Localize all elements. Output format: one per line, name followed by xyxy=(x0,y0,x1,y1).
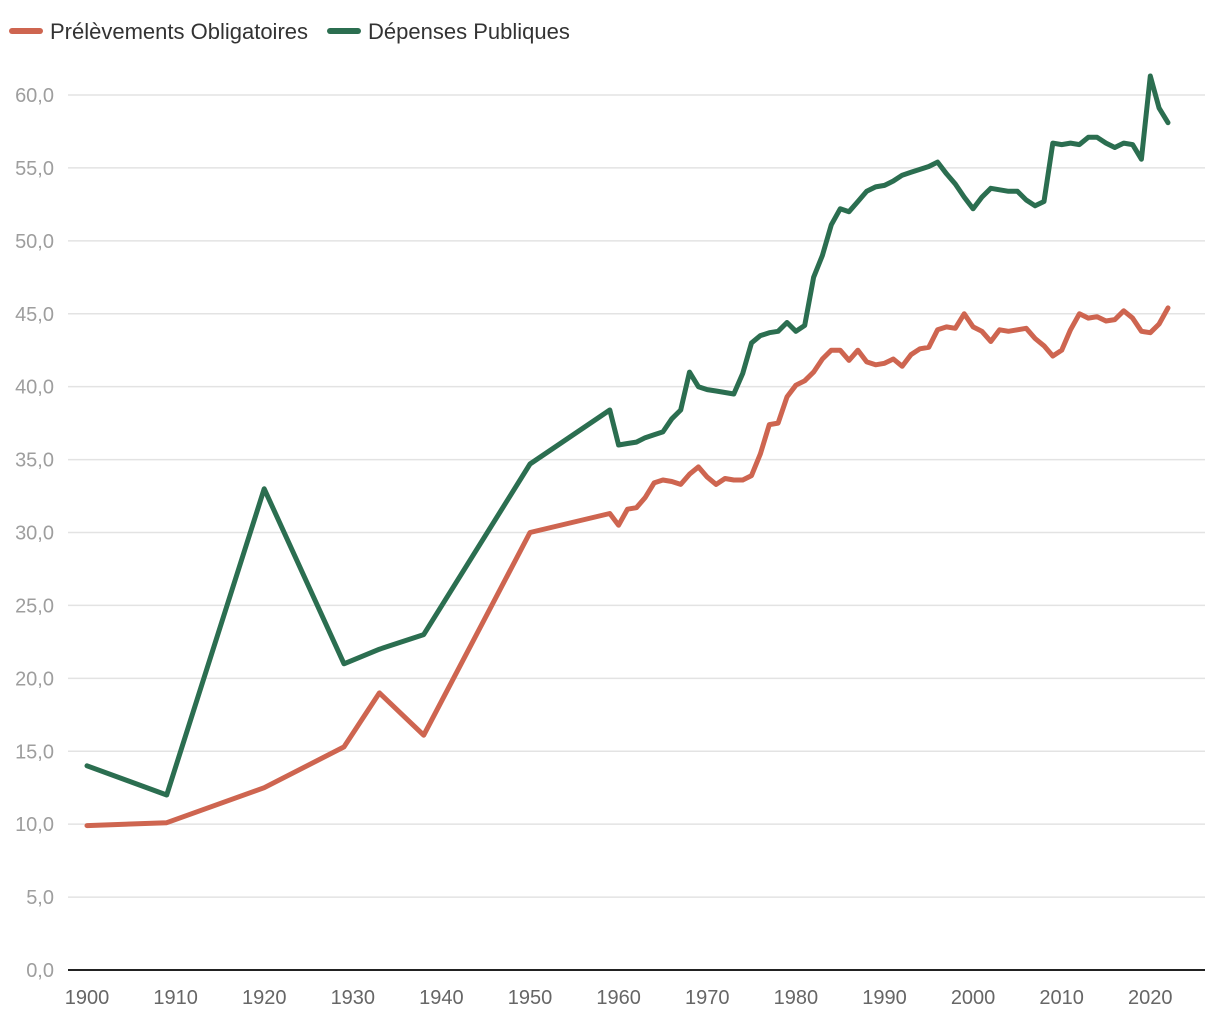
y-tick-label: 20,0 xyxy=(15,668,54,690)
y-tick-label: 45,0 xyxy=(15,304,54,326)
y-tick-label: 60,0 xyxy=(15,85,54,107)
x-axis-ticks: 1900 1910 1920 1930 1940 1950 1960 1970 1980 1990… xyxy=(65,987,1173,1009)
x-tick-label: 1990 xyxy=(862,987,907,1009)
x-tick-label: 1940 xyxy=(419,987,464,1009)
y-tick-label: 0,0 xyxy=(26,960,54,982)
y-tick-label: 25,0 xyxy=(15,595,54,617)
legend: Prélèvements Obligatoires Dépenses Publiq… xyxy=(9,19,570,44)
x-tick-label: 1920 xyxy=(242,987,287,1009)
y-tick-label: 15,0 xyxy=(15,741,54,763)
x-tick-label: 1900 xyxy=(65,987,110,1009)
y-tick-label: 35,0 xyxy=(15,450,54,472)
x-tick-label: 2000 xyxy=(951,987,996,1009)
series-line xyxy=(84,73,1171,798)
x-tick-label: 2010 xyxy=(1039,987,1084,1009)
series-line xyxy=(84,305,1171,829)
series-lines xyxy=(84,73,1171,829)
y-tick-label: 10,0 xyxy=(15,814,54,836)
y-tick-label: 5,0 xyxy=(26,887,54,909)
x-tick-label: 1960 xyxy=(596,987,641,1009)
x-tick-label: 1950 xyxy=(508,987,553,1009)
legend-label: Dépenses Publiques xyxy=(368,19,570,44)
y-tick-label: 55,0 xyxy=(15,158,54,180)
y-tick-label: 50,0 xyxy=(15,231,54,253)
y-tick-label: 40,0 xyxy=(15,377,54,399)
y-axis-ticks: 0,0 5,0 10,0 15,0 20,0 25,0 30,0 35,0 40,0 45,0 50… xyxy=(15,85,54,982)
gridlines xyxy=(68,94,1205,898)
x-tick-label: 2020 xyxy=(1128,987,1173,1009)
y-tick-label: 30,0 xyxy=(15,523,54,545)
legend-label: Prélèvements Obligatoires xyxy=(50,19,308,44)
x-tick-label: 1930 xyxy=(331,987,376,1009)
x-tick-label: 1980 xyxy=(774,987,819,1009)
x-tick-label: 1910 xyxy=(153,987,198,1009)
x-tick-label: 1970 xyxy=(685,987,730,1009)
